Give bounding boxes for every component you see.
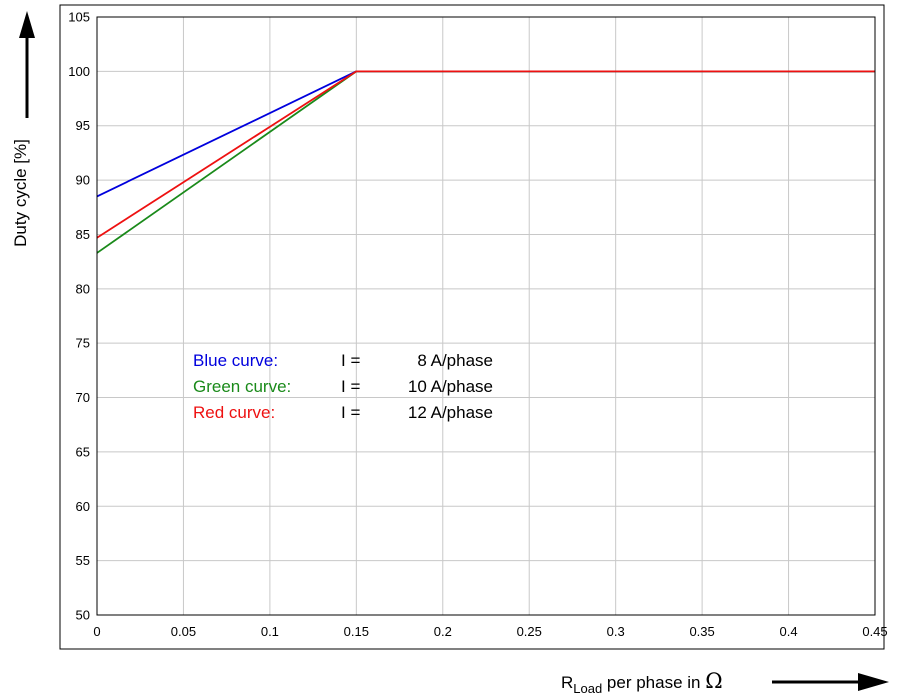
y-tick-label: 65: [76, 444, 90, 459]
legend-eq-blue: I =: [341, 351, 360, 370]
tick-labels: 0 0.05 0.1 0.15 0.2 0.25 0.3 0.35 0.4 0.45 50 55 60 6…: [68, 10, 887, 640]
legend-value-green: 10 A/phase: [408, 377, 493, 396]
chart-outer-frame: [59, 4, 885, 650]
x-tick-label: 0: [93, 624, 100, 639]
x-tick-label: 0.05: [171, 624, 196, 639]
legend-value-blue: 8 A/phase: [417, 351, 493, 370]
legend-eq-green: I =: [341, 377, 360, 396]
x-axis-title: RLoad per phase in Ω: [561, 669, 723, 696]
arrow-right-icon: [858, 673, 889, 691]
x-tick-label: 0.4: [780, 624, 798, 639]
y-tick-label: 55: [76, 553, 90, 568]
legend-eq-red: I =: [341, 403, 360, 422]
x-axis-title-suffix: per phase in: [602, 673, 705, 692]
y-tick-label: 70: [76, 390, 90, 405]
x-tick-label: 0.35: [689, 624, 714, 639]
y-tick-label: 85: [76, 227, 90, 242]
legend-label-blue: Blue curve:: [193, 351, 278, 370]
y-axis-title-group: Duty cycle [%]: [11, 11, 35, 247]
x-tick-label: 0.25: [517, 624, 542, 639]
y-tick-label: 75: [76, 336, 90, 351]
legend: Blue curve: I = 8 A/phase Green curve: I…: [193, 351, 493, 422]
x-tick-label: 0.15: [344, 624, 369, 639]
legend-value-red: 12 A/phase: [408, 403, 493, 422]
x-axis-title-unit: Ω: [705, 669, 722, 693]
x-tick-label: 0.2: [434, 624, 452, 639]
legend-label-green: Green curve:: [193, 377, 291, 396]
x-tick-label: 0.1: [261, 624, 279, 639]
plot-area-border: [96, 16, 876, 616]
x-axis-title-prefix: R: [561, 673, 573, 692]
y-tick-label: 60: [76, 499, 90, 514]
y-tick-label: 100: [68, 64, 90, 79]
y-axis-title: Duty cycle [%]: [11, 139, 30, 247]
y-tick-label: 90: [76, 173, 90, 188]
x-tick-label: 0.3: [607, 624, 625, 639]
data-series: [96, 70, 875, 254]
y-tick-label: 105: [68, 10, 90, 25]
y-tick-label: 50: [76, 608, 90, 623]
arrow-up-icon: [19, 11, 35, 38]
x-axis-title-group: RLoad per phase in Ω: [561, 669, 889, 696]
x-tick-label: 0.45: [862, 624, 887, 639]
series-line-red: [96, 70, 875, 239]
y-tick-label: 95: [76, 118, 90, 133]
legend-label-red: Red curve:: [193, 403, 275, 422]
y-tick-label: 80: [76, 281, 90, 296]
x-axis-title-subscript: Load: [573, 681, 602, 696]
